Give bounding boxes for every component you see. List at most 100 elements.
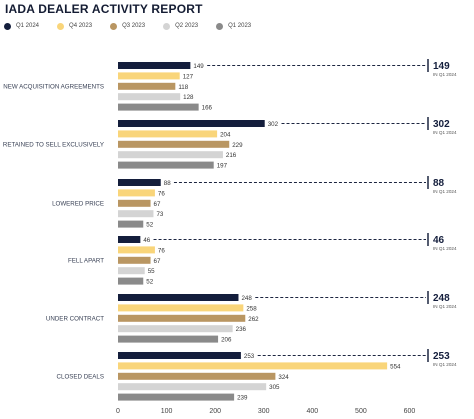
bar-value-label: 248 — [241, 295, 252, 302]
category-label: RETAINED TO SELL EXCLUSIVELY — [3, 141, 104, 148]
bar — [118, 352, 241, 359]
legend-label: Q2 2023 — [175, 23, 199, 29]
x-tick-label: 300 — [258, 408, 270, 415]
callout-label: IN Q1 2024 — [433, 246, 457, 251]
bar — [118, 179, 161, 186]
x-tick-label: 600 — [404, 408, 416, 415]
bar — [118, 161, 214, 169]
bar — [118, 246, 155, 254]
bar — [118, 130, 218, 138]
category-label: CLOSED DEALS — [57, 373, 104, 380]
bar — [118, 120, 265, 127]
bar — [118, 393, 235, 401]
bar — [118, 372, 276, 380]
callout-value: 253 — [433, 351, 450, 362]
bar — [118, 335, 219, 343]
bar-value-label: 73 — [156, 211, 163, 218]
bar-value-label: 262 — [248, 316, 259, 323]
bar-value-label: 127 — [183, 73, 194, 80]
bar-value-label: 305 — [269, 384, 280, 391]
category-label: LOWERED PRICE — [52, 200, 104, 207]
bar — [118, 210, 154, 218]
x-tick-label: 0 — [116, 408, 120, 415]
bar-value-label: 46 — [143, 237, 150, 244]
bar-value-label: 253 — [244, 353, 255, 360]
bar-value-label: 67 — [154, 258, 161, 265]
bar — [118, 93, 181, 101]
bar-value-label: 258 — [246, 305, 257, 312]
callout-value: 88 — [433, 178, 445, 189]
bar-value-label: 118 — [178, 84, 188, 91]
bar-value-label: 236 — [236, 326, 247, 333]
callout-label: IN Q1 2024 — [433, 72, 457, 77]
bar — [118, 103, 199, 111]
bar — [118, 362, 388, 370]
bar-value-label: 55 — [148, 268, 155, 275]
legend-item: Q1 2024 — [4, 22, 40, 30]
legend-swatch-q2-2023 — [163, 22, 171, 30]
legend-swatch-q1-2023 — [216, 22, 224, 30]
bar — [118, 72, 180, 80]
callout-value: 302 — [433, 119, 450, 130]
bar-value-label: 197 — [217, 163, 228, 170]
bar-value-label: 149 — [193, 63, 204, 70]
bar — [118, 220, 144, 228]
bar-value-label: 302 — [268, 121, 279, 128]
bar — [118, 267, 145, 275]
legend-swatch-q3-2023 — [110, 22, 118, 30]
legend-swatch-q1-2024 — [4, 22, 11, 30]
bar-value-label: 229 — [232, 142, 243, 149]
callout-label: IN Q1 2024 — [433, 189, 457, 194]
category-label: NEW ACQUISITION AGREEMENTS — [3, 83, 104, 90]
bar — [118, 304, 244, 312]
bar — [118, 236, 141, 243]
callout-value: 248 — [433, 293, 450, 304]
bar-value-label: 52 — [146, 222, 153, 229]
bar-value-label: 88 — [164, 180, 171, 187]
bar-value-label: 76 — [158, 190, 165, 197]
x-tick-label: 100 — [161, 408, 173, 415]
legend-label: Q1 2024 — [16, 23, 40, 29]
chart-title: IADA DEALER ACTIVITY REPORT — [5, 2, 203, 16]
category-label: FELL APART — [68, 257, 104, 264]
bar — [118, 325, 233, 333]
legend-item: Q2 2023 — [163, 22, 199, 30]
bar — [118, 199, 151, 207]
legend-label: Q4 2023 — [69, 23, 93, 29]
bar — [118, 294, 239, 301]
bar-value-label: 206 — [221, 337, 232, 344]
bar — [118, 314, 246, 322]
x-tick-label: 400 — [306, 408, 318, 415]
bar-value-label: 324 — [278, 374, 289, 381]
legend-item: Q1 2023 — [216, 22, 252, 30]
bar-value-label: 239 — [237, 395, 248, 402]
legend-item: Q3 2023 — [110, 22, 146, 30]
bar — [118, 82, 176, 90]
bar-value-label: 67 — [154, 201, 161, 208]
legend-swatch-q4-2023 — [57, 22, 65, 30]
legend-label: Q3 2023 — [122, 23, 146, 29]
bar — [118, 62, 191, 69]
callout-label: IN Q1 2024 — [433, 130, 457, 135]
bar — [118, 277, 144, 285]
bar-value-label: 128 — [183, 94, 194, 101]
bar — [118, 140, 230, 148]
callout-label: IN Q1 2024 — [433, 304, 457, 309]
legend-item: Q4 2023 — [57, 22, 93, 30]
callout-value: 149 — [433, 61, 450, 72]
x-tick-label: 200 — [209, 408, 221, 415]
bar-value-label: 52 — [146, 279, 153, 286]
category-label: UNDER CONTRACT — [46, 315, 104, 322]
legend-label: Q1 2023 — [228, 23, 252, 29]
chart-legend: Q1 2024 Q4 2023 Q3 2023 Q2 2023 Q1 2023 — [4, 20, 269, 32]
callout-label: IN Q1 2024 — [433, 362, 457, 367]
bar-value-label: 554 — [390, 363, 401, 370]
bar — [118, 151, 223, 159]
bar-value-label: 76 — [158, 247, 165, 254]
x-tick-label: 500 — [355, 408, 367, 415]
bar-value-label: 204 — [220, 131, 231, 138]
bar-value-label: 166 — [202, 105, 213, 112]
bar-value-label: 216 — [226, 152, 237, 159]
bar — [118, 189, 155, 197]
